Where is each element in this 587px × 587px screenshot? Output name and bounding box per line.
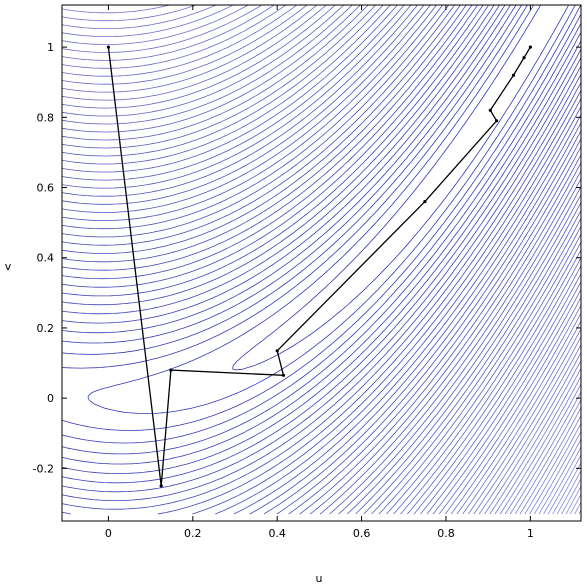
contour-line [61, 4, 582, 515]
x-tick-label: 0.4 [268, 527, 286, 540]
x-tick-label: 0 [105, 527, 112, 540]
contour-line [61, 4, 582, 444]
contour-line [61, 4, 582, 515]
y-tick-label: 0.2 [37, 322, 55, 335]
contour-line [61, 4, 582, 515]
contour-line [61, 4, 582, 515]
contour-line [538, 439, 582, 515]
contour-line [543, 446, 582, 515]
contour-line [484, 352, 582, 515]
contour-line [534, 431, 582, 515]
contour-line [61, 4, 582, 465]
contour-line [529, 423, 582, 515]
contour-line [569, 494, 582, 515]
contour-line [61, 4, 582, 515]
contour-line [61, 4, 582, 515]
contour-line [499, 376, 582, 515]
contour-line [61, 4, 582, 484]
contour-line [61, 4, 582, 515]
contour-line [61, 4, 582, 515]
contour-line [61, 4, 582, 474]
contour-line [61, 4, 582, 515]
contour-line [494, 368, 582, 515]
x-tick-label: 1 [527, 527, 534, 540]
x-axis-label: u [316, 572, 323, 585]
y-tick-label: 0.4 [37, 252, 55, 265]
contour-line [61, 4, 582, 515]
contour-line [489, 360, 582, 515]
contour-line [61, 4, 582, 515]
contour-line [504, 383, 582, 515]
contour-line [61, 4, 582, 515]
contour-line [61, 4, 582, 515]
contour-line [574, 502, 582, 515]
contour-line [61, 4, 582, 455]
x-tick-label: 0.6 [353, 527, 371, 540]
contour-line [61, 4, 582, 501]
contour-line [61, 4, 582, 515]
path-point [522, 56, 526, 60]
contour-line [61, 4, 582, 515]
contour-line [61, 4, 582, 515]
contour-line [514, 399, 582, 515]
path-point [511, 73, 516, 77]
contour-line [561, 478, 582, 515]
contour-line [524, 415, 582, 515]
contour-line [519, 407, 582, 515]
contour-line [61, 4, 582, 515]
contour-line [232, 4, 569, 371]
contour-line [61, 4, 582, 493]
contour-line [61, 4, 582, 515]
contour-line [61, 4, 582, 515]
contour-line [61, 4, 582, 515]
contour-line [61, 4, 582, 515]
contour-line [61, 4, 582, 515]
y-tick-label: 0.8 [37, 111, 55, 124]
contour-line [61, 4, 582, 510]
path-point [281, 373, 286, 377]
path-point [423, 200, 427, 204]
contour-line [61, 4, 582, 515]
axes: 0 0.2 0.4 0.6 0.8 1 -0.2 0 0.2 0.4 0.6 0.8 1 [33, 4, 582, 540]
contour-line [61, 4, 582, 515]
y-tick-label: -0.2 [33, 462, 54, 475]
contour-line [61, 4, 582, 515]
contour-line [61, 4, 582, 515]
contour-line [61, 4, 582, 515]
contour-line [61, 4, 582, 515]
contour-line [61, 4, 582, 515]
y-tick-label: 0.6 [37, 182, 55, 195]
path-point [106, 45, 110, 49]
x-tick-label: 0.2 [184, 527, 202, 540]
contour-line [87, 4, 576, 414]
contour-line [556, 470, 582, 515]
optimization-path [106, 45, 533, 488]
path-point [169, 368, 173, 372]
y-tick-label: 1 [47, 41, 54, 54]
contour-line [61, 4, 582, 515]
path-point [488, 108, 492, 112]
contour-line [552, 462, 582, 515]
path-point [495, 119, 499, 123]
contour-line [61, 4, 582, 515]
plot-frame [61, 4, 582, 522]
x-tick-label: 0.8 [437, 527, 455, 540]
contour-line [61, 4, 582, 515]
path-point [159, 484, 163, 488]
contour-line [565, 486, 582, 515]
y-tick-label: 0 [47, 392, 54, 405]
y-axis-label: v [5, 260, 12, 273]
contour-lines [61, 4, 582, 515]
contour-line [61, 4, 582, 431]
contour-line [547, 454, 582, 515]
path-point [275, 349, 279, 353]
path-point [528, 45, 533, 49]
contour-line [61, 4, 582, 515]
contour-line [509, 391, 582, 515]
